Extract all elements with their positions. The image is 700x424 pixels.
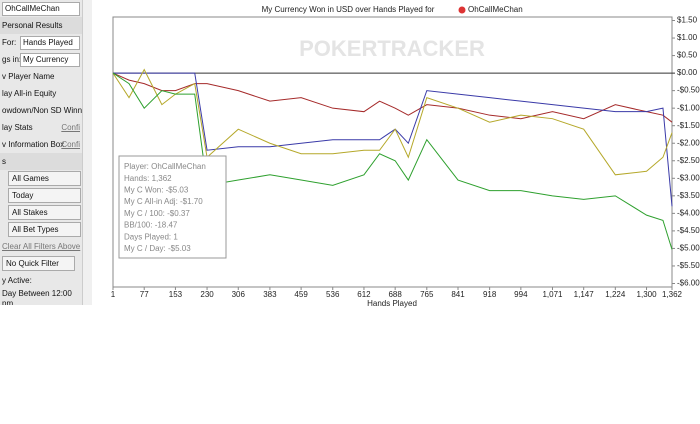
- tooltip-line: My C Won: -$5.03: [124, 186, 189, 195]
- y-tick-label: -$0.50: [677, 86, 700, 95]
- row-value[interactable]: Hands Played: [20, 36, 80, 50]
- tooltip-box: [118, 155, 227, 259]
- y-tick-label: $0.50: [677, 51, 698, 60]
- options: v Player Name lay All-in Equity owdown/Non…: [0, 68, 82, 119]
- y-tick-label: -$5.50: [677, 261, 700, 270]
- config-label: lay Stats: [2, 123, 33, 132]
- y-tick-label: -$4.00: [677, 208, 700, 217]
- scrollbar[interactable]: [82, 0, 92, 305]
- quick-filter[interactable]: No Quick Filter: [2, 256, 75, 271]
- x-tick-label: 765: [420, 290, 434, 299]
- tooltip-line: Days Played: 1: [124, 232, 178, 241]
- section[interactable]: Personal Results: [0, 17, 82, 34]
- x-tick-label: 994: [514, 290, 528, 299]
- filter[interactable]: All Stakes: [8, 205, 81, 220]
- y-tick-label: -$6.00: [677, 279, 700, 288]
- filter-row: All Stakes: [0, 204, 82, 221]
- active: y Active:: [2, 276, 32, 285]
- series-line: [112, 72, 673, 250]
- configs: lay Stats Confi v Information Box Confi: [0, 119, 82, 153]
- config-link[interactable]: Confi: [61, 123, 80, 132]
- y-tick-label: -$2.50: [677, 156, 700, 165]
- tooltip-line: My C / Day: -$5.03: [124, 244, 191, 253]
- x-tick-label: 612: [357, 290, 371, 299]
- series-line: [112, 72, 673, 123]
- x-tick-label: 1,147: [574, 290, 595, 299]
- x-tick-label: 306: [232, 290, 246, 299]
- y-tick-label: -$3.50: [677, 191, 700, 200]
- active-line: Day Between 12:00 pm: [2, 289, 72, 305]
- x-tick-label: 841: [451, 290, 465, 299]
- section-title: Personal Results: [2, 21, 63, 30]
- player-icon: [458, 6, 466, 14]
- y-tick-label: $1.00: [677, 33, 698, 42]
- x-tick-label: 153: [169, 290, 183, 299]
- active-lines: Day Between 12:00 pm59 pm: [0, 289, 82, 305]
- config-row: v Information Box Confi: [0, 136, 82, 153]
- filter[interactable]: All Bet Types: [8, 222, 81, 237]
- x-tick-label: 77: [140, 290, 149, 299]
- tooltip: Player: OhCallMeChan Hands: 1,362 My C Won…: [118, 155, 227, 259]
- filter[interactable]: Today: [8, 188, 81, 203]
- y-tick-label: -$1.00: [677, 103, 700, 112]
- x-tick-label: 536: [326, 290, 340, 299]
- y-tick-label: $0.00: [677, 68, 698, 77]
- filter-row: All Bet Types: [0, 221, 82, 238]
- clear-link[interactable]: Clear All Filters Above: [2, 242, 81, 251]
- tooltip-line: Hands: 1,362: [124, 174, 172, 183]
- config-label: v Information Box: [2, 140, 65, 149]
- filters: All Games Today All Stakes All Bet Types: [0, 170, 82, 238]
- y-tick-label: -$4.50: [677, 226, 700, 235]
- row: For: Hands Played: [0, 34, 82, 51]
- x-tick-label: 1,362: [662, 290, 683, 299]
- x-tick-label: 688: [388, 290, 402, 299]
- y-tick-label: -$1.50: [677, 121, 700, 130]
- filter-row: Today: [0, 187, 82, 204]
- series-line: [113, 72, 673, 207]
- y-tick-label: -$5.00: [677, 244, 700, 253]
- chart-title-player: OhCallMeChan: [468, 5, 523, 14]
- x-tick-label: 1,071: [542, 290, 563, 299]
- chart-title: My Currency Won in USD over Hands Played…: [262, 5, 435, 14]
- filter[interactable]: All Games: [8, 171, 81, 186]
- tooltip-line: My C / 100: -$0.37: [124, 209, 190, 218]
- option[interactable]: v Player Name: [2, 72, 55, 81]
- chart: My Currency Won in USD over Hands Played…: [110, 5, 700, 309]
- tooltip-line: Player: OhCallMeChan: [124, 162, 206, 171]
- x-tick-label: 230: [200, 290, 214, 299]
- sidebar: OhCallMeChan Personal Results For: Hands …: [0, 0, 82, 305]
- option[interactable]: owdown/Non SD Winnings: [2, 106, 82, 115]
- option[interactable]: lay All-in Equity: [2, 89, 57, 98]
- config-link[interactable]: Confi: [61, 140, 80, 149]
- x-tick-label: 1,224: [605, 290, 626, 299]
- tooltip-line: BB/100: -18.47: [124, 221, 178, 230]
- tooltip-line: My C All-in Adj: -$1.70: [124, 197, 203, 206]
- rows: For: Hands Played gs in: My Currency: [0, 34, 82, 68]
- x-tick-label: 459: [294, 290, 308, 299]
- filter-head: s: [0, 153, 82, 170]
- x-tick-label: 1: [111, 290, 116, 299]
- y-tick-label: -$2.00: [677, 138, 700, 147]
- x-tick-label: 383: [263, 290, 277, 299]
- x-tick-label: 918: [483, 290, 497, 299]
- row: gs in: My Currency: [0, 51, 82, 68]
- y-tick-label: -$3.00: [677, 173, 700, 182]
- plot-area: [112, 16, 673, 288]
- row-label: For:: [2, 38, 17, 47]
- x-axis-label: Hands Played: [367, 299, 417, 308]
- filter-row: All Games: [0, 170, 82, 187]
- row-label: gs in:: [2, 55, 22, 64]
- y-tick-label: $1.50: [677, 16, 698, 25]
- config-row: lay Stats Confi: [0, 119, 82, 136]
- player-row: OhCallMeChan: [0, 0, 82, 17]
- x-tick-label: 1,300: [637, 290, 658, 299]
- player-select[interactable]: OhCallMeChan: [2, 2, 80, 16]
- watermark: POKERTRACKER: [299, 36, 485, 61]
- row-value[interactable]: My Currency: [20, 53, 80, 67]
